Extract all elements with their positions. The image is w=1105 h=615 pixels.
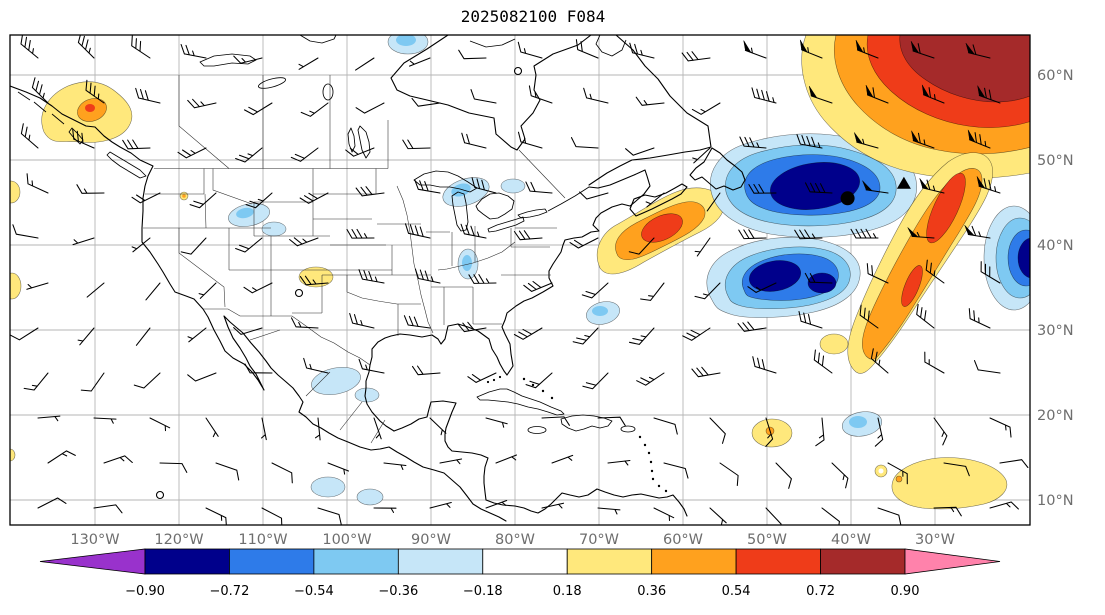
cuba [476, 388, 565, 416]
colorbar-tick-label: −0.72 [210, 584, 250, 599]
x-tick-label: 40°W [831, 532, 871, 548]
colorbar-tick-label: −0.54 [294, 584, 334, 599]
ungava-bay [595, 35, 627, 57]
labrador-coast [588, 35, 712, 186]
x-tick-label: 100°W [322, 532, 371, 548]
colorbar-segment [566, 548, 653, 575]
filled-dot-marker [840, 191, 855, 206]
latitude-tick-labels: 10°N 20°N 30°N 40°N 50°N 60°N [1037, 68, 1074, 509]
contour-fills [10, 35, 1030, 510]
pacific-mexico-coast [10, 85, 507, 522]
mexico-state-lines [249, 329, 386, 444]
puerto-rico [620, 425, 636, 433]
y-tick-label: 30°N [1037, 323, 1074, 339]
great-bear-lake [299, 35, 337, 44]
lake-ontario [517, 208, 548, 219]
calm-wind-circle [155, 490, 165, 500]
us-mexico-border [203, 308, 371, 366]
calm-wind-circle [294, 288, 304, 298]
x-tick-label: 30°W [915, 532, 955, 548]
colorbar-under-arrow [39, 548, 146, 575]
colorbar-segment [651, 548, 737, 575]
colorbar-tick-label: −0.90 [125, 584, 165, 599]
small-islands [486, 375, 668, 493]
lake-athabasca [258, 77, 286, 89]
colorbar-segment [820, 548, 906, 575]
jamaica [527, 426, 547, 434]
alaska-panhandle-islands [17, 91, 65, 125]
lake-erie [487, 216, 525, 233]
newfoundland [689, 147, 746, 191]
colorbar-segment [229, 548, 315, 575]
nova-scotia [629, 183, 688, 217]
colorbar-tick-label: 0.90 [891, 584, 920, 599]
colorbar-segment [144, 548, 230, 575]
wind-barbs [10, 35, 1029, 525]
chart-title: 2025082100 F084 [461, 7, 606, 26]
x-tick-label: 50°W [747, 532, 787, 548]
ohio-river [437, 241, 516, 271]
reindeer-lake [322, 83, 334, 101]
lake-huron [475, 192, 515, 220]
hudson-bay [390, 35, 592, 151]
lake-michigan [451, 191, 469, 232]
longitude-tick-labels: 130°W 120°W 110°W 100°W 90°W 80°W 70°W 60°W 50°W… [70, 532, 955, 548]
colorbar-tick-label: 0.36 [637, 584, 666, 599]
lake-winnipegosis [347, 127, 356, 153]
caribbean-central-america-coast [393, 400, 688, 517]
y-tick-label: 60°N [1037, 68, 1074, 84]
coastlines [10, 35, 746, 522]
plot-frame [9, 34, 1031, 526]
y-tick-label: 40°N [1037, 238, 1074, 254]
st-lawrence-river [547, 186, 590, 212]
x-tick-label: 90°W [411, 532, 451, 548]
colorbar-tick-label: −0.18 [463, 584, 503, 599]
y-tick-label: 20°N [1037, 408, 1074, 424]
gulf-atlantic-coast [364, 169, 651, 432]
x-tick-label: 110°W [238, 532, 287, 548]
map-markers [840, 176, 911, 206]
colorbar-over-arrow [904, 548, 1001, 575]
lake-winnipeg [357, 125, 371, 159]
lake-superior [413, 170, 478, 193]
colorbar-segment [313, 548, 399, 575]
hispaniola [560, 414, 613, 432]
colorbar-tick-label: 0.72 [806, 584, 835, 599]
colorbar-segment [735, 548, 821, 575]
colorbar-segment [397, 548, 484, 575]
x-tick-label: 130°W [70, 532, 119, 548]
calm-wind-circle [513, 66, 523, 76]
great-slave-lake [199, 53, 257, 67]
triangle-marker [896, 176, 911, 189]
x-tick-label: 70°W [579, 532, 619, 548]
colorbar: −0.90 −0.72 −0.54 −0.36 −0.18 0.18 0.36 0.54 0.7… [39, 548, 1001, 599]
vancouver-island [106, 151, 147, 179]
x-tick-label: 60°W [663, 532, 703, 548]
political-borders [143, 75, 566, 444]
x-tick-label: 80°W [495, 532, 535, 548]
x-tick-label: 120°W [154, 532, 203, 548]
colorbar-tick-label: −0.36 [378, 584, 418, 599]
y-tick-label: 50°N [1037, 153, 1074, 169]
mississippi-river [396, 185, 434, 334]
y-tick-label: 10°N [1037, 493, 1074, 509]
colorbar-tick-label: 0.18 [553, 584, 582, 599]
colorbar-segment [482, 548, 568, 575]
hudson-strait-islands [469, 38, 516, 48]
colorbar-tick-label: 0.54 [722, 584, 751, 599]
